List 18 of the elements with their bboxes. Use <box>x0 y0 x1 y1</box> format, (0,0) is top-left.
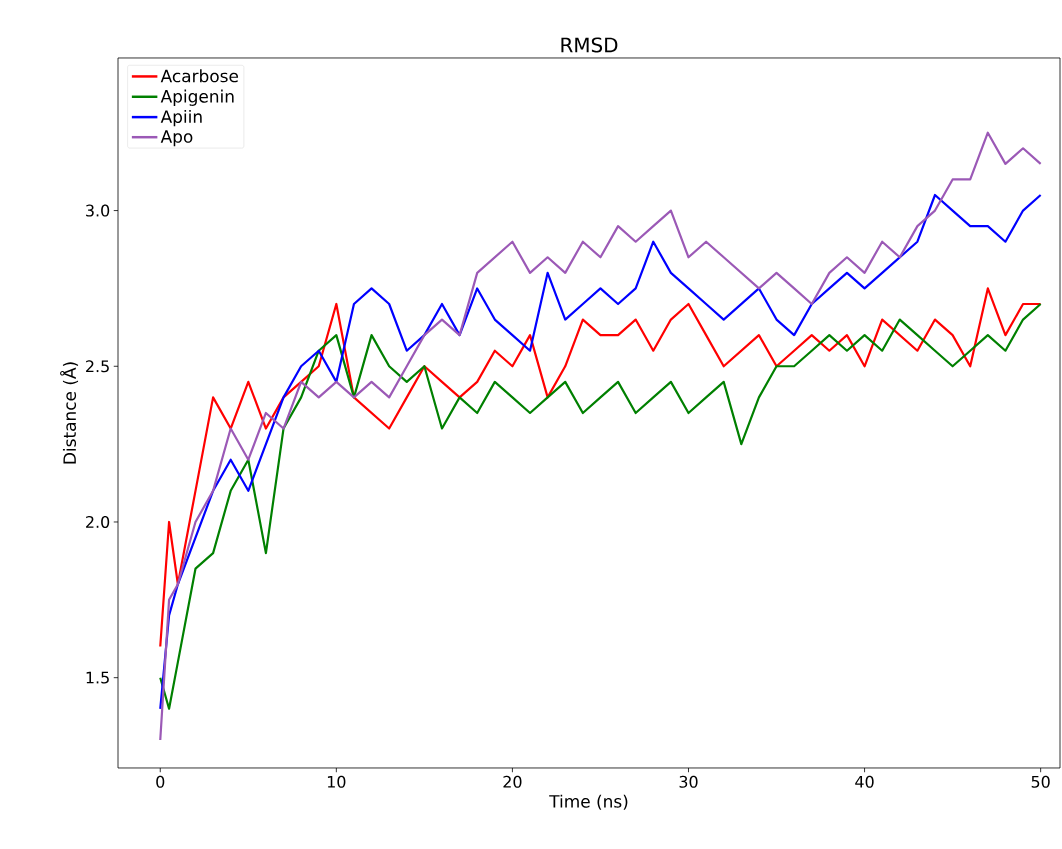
line-series <box>159 302 1042 710</box>
legend-label: Apiin <box>160 109 202 127</box>
chart-title: RMSD <box>561 37 618 53</box>
legend-label: Apigenin <box>160 89 234 106</box>
legend-label: Apo <box>160 130 193 147</box>
y-tick-label: 1.5 <box>86 671 109 684</box>
y-axis-title: Distance (Å) <box>60 362 79 464</box>
legend-label: Acarbose <box>160 69 239 83</box>
x-tick-label: 20 <box>503 775 522 788</box>
x-tick-label: 30 <box>679 775 698 788</box>
y-tick-label: 2.5 <box>86 360 109 373</box>
x-tick-label: 50 <box>1031 775 1050 788</box>
y-tick-label: 3.0 <box>86 204 110 217</box>
y-tick-label: 2.0 <box>86 515 110 528</box>
x-tick-label: 40 <box>855 775 874 788</box>
x-tick-label: 10 <box>327 775 346 788</box>
x-axis-title: Time (ns) <box>549 794 628 810</box>
x-tick-label: 0 <box>156 775 165 788</box>
